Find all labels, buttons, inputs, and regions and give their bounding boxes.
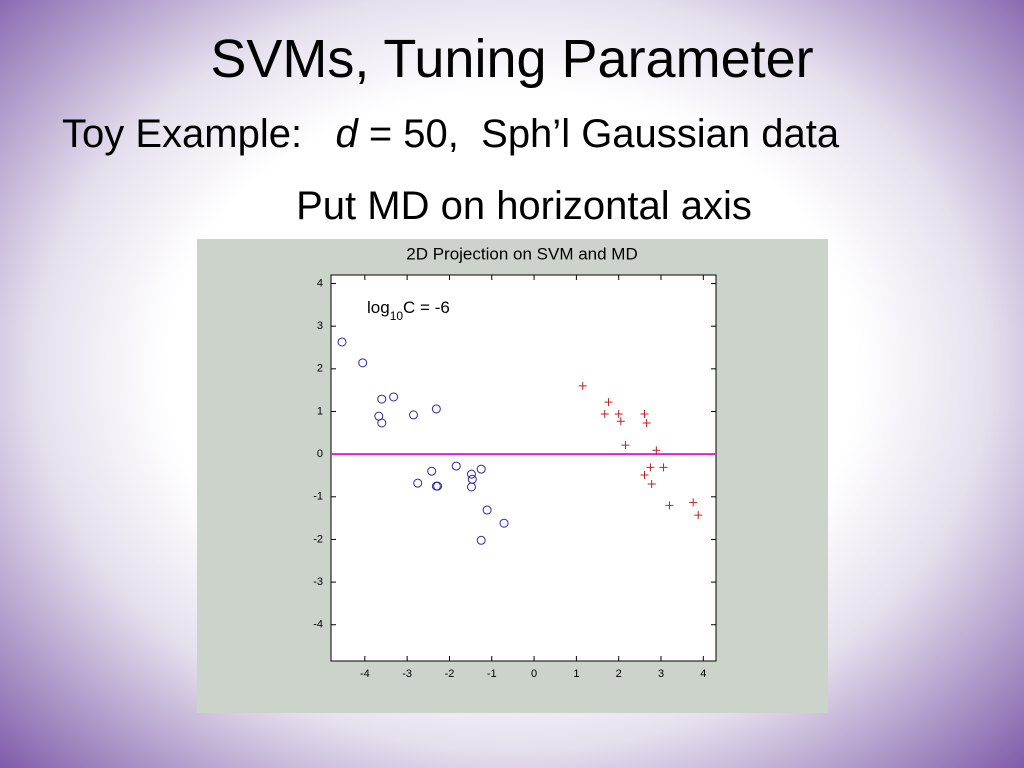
point: [358, 358, 368, 368]
y-tick-label: -4: [313, 619, 323, 631]
slide-title: SVMs, Tuning Parameter: [210, 29, 814, 89]
point: [466, 469, 476, 479]
x-tick-label: -4: [360, 668, 370, 680]
y-tick-label: -1: [313, 491, 323, 503]
point: [640, 410, 649, 419]
point: [665, 501, 674, 510]
slide-subtitle: Toy Example: d = 50, Sph’l Gaussian data: [62, 112, 839, 157]
annotation-rest: C = -6: [403, 298, 450, 317]
annotation-sub: 10: [390, 309, 404, 323]
point: [616, 417, 625, 426]
plot-area: [330, 274, 717, 662]
point: [427, 466, 437, 476]
y-tick-label: -2: [313, 533, 323, 545]
x-tick-label: -3: [402, 668, 412, 680]
annotation-base: log: [367, 298, 390, 317]
point: [482, 505, 492, 515]
point: [377, 418, 387, 428]
subtitle-rest: = 50, Sph’l Gaussian data: [368, 112, 840, 156]
subtitle-var: d: [335, 112, 358, 156]
y-tick-label: -3: [313, 576, 323, 588]
slide-note: Put MD on horizontal axis: [296, 184, 752, 228]
x-tick-label: 0: [531, 668, 537, 680]
x-tick-label: -2: [445, 668, 455, 680]
point: [433, 481, 443, 491]
point: [476, 535, 486, 545]
point: [451, 461, 461, 471]
point: [640, 471, 649, 480]
point: [409, 410, 418, 420]
x-tick-label: 2: [616, 668, 622, 680]
point: [689, 498, 698, 507]
point: [600, 410, 609, 419]
y-tick-label: 4: [317, 277, 323, 289]
point: [499, 518, 509, 528]
y-tick-label: 2: [317, 363, 323, 375]
point: [431, 404, 441, 414]
point: [647, 479, 656, 488]
point: [413, 478, 423, 488]
y-tick-label: 0: [317, 448, 323, 460]
y-tick-label: 1: [317, 405, 323, 417]
x-tick-label: -1: [487, 668, 497, 680]
point: [646, 463, 655, 472]
subtitle-lead: Toy Example:: [62, 112, 303, 156]
point: [466, 482, 476, 492]
x-tick-label: 4: [700, 668, 706, 680]
point: [578, 381, 587, 390]
point: [377, 394, 387, 404]
point: [642, 419, 651, 428]
point: [604, 398, 613, 407]
x-tick-label: 3: [658, 668, 664, 680]
point: [389, 392, 399, 402]
point: [337, 337, 347, 347]
y-tick-label: 3: [317, 320, 323, 332]
point: [614, 410, 623, 419]
chart: 2D Projection on SVM and MD log10C = -6 …: [197, 239, 828, 713]
point: [659, 463, 668, 472]
point: [476, 464, 486, 474]
point: [621, 441, 630, 450]
annotation: log10C = -6: [367, 298, 450, 323]
point: [652, 446, 661, 455]
point: [694, 511, 703, 520]
x-tick-label: 1: [573, 668, 579, 680]
chart-title: 2D Projection on SVM and MD: [406, 244, 638, 263]
